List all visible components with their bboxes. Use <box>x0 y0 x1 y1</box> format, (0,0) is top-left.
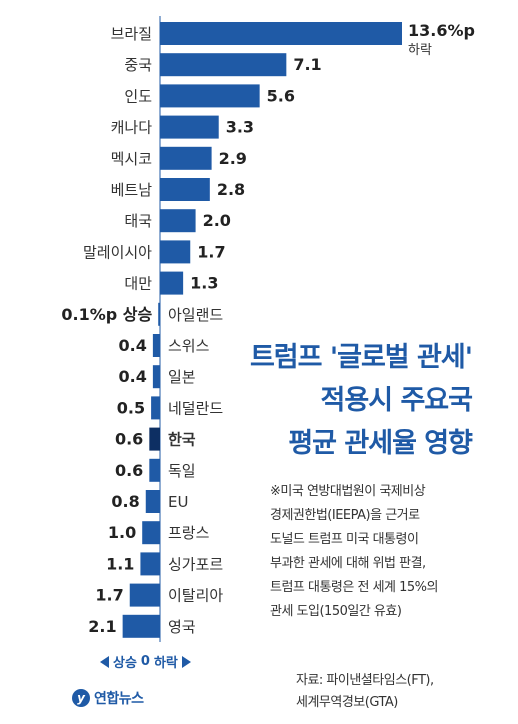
value-label: 0.4 <box>119 367 147 386</box>
value-label: 2.0 <box>203 211 231 230</box>
title-line-2: 적용시 주요국 <box>320 385 473 416</box>
category-label: 베트남 <box>111 181 153 199</box>
value-label: 0.5 <box>117 398 145 417</box>
bar <box>160 22 402 45</box>
value-label: 5.6 <box>267 86 295 105</box>
footnote-line: 도널드 트럼프 미국 대통령이 <box>270 532 419 547</box>
footnote-line: 트럼프 대통령은 전 세계 15%의 <box>270 580 438 595</box>
logo-mark-icon: y <box>72 689 90 707</box>
category-label: 중국 <box>124 56 152 74</box>
value-label: 2.8 <box>217 180 245 199</box>
footnote-line: 경제권한법(IEEPA)을 근거로 <box>270 508 420 523</box>
category-label: 네덜란드 <box>168 399 223 417</box>
bar <box>129 583 160 607</box>
value-label: 0.6 <box>115 461 143 480</box>
value-label: 2.9 <box>219 149 247 168</box>
value-label: 7.1 <box>293 55 321 74</box>
bar <box>160 53 287 77</box>
direction-legend: 상승 0 하락 <box>100 652 191 671</box>
category-label: 캐나다 <box>111 119 153 137</box>
value-label: 0.8 <box>111 492 139 511</box>
category-label: 영국 <box>168 618 196 636</box>
bar <box>152 365 160 389</box>
yonhap-logo: y 연합뉴스 <box>72 688 144 708</box>
value-sublabel: 하락 <box>408 43 432 58</box>
value-label: 0.6 <box>115 430 143 449</box>
title-line-3: 평균 관세율 영향 <box>288 428 473 459</box>
bar <box>160 209 196 233</box>
bar <box>145 490 160 513</box>
bar <box>158 302 160 326</box>
bar <box>160 84 260 108</box>
source-line: 세계무역경보(GTA) <box>296 695 398 710</box>
value-label: 1.1 <box>106 554 134 573</box>
legend-zero-label: 0 <box>140 654 150 669</box>
bar <box>122 614 160 638</box>
value-label: 1.7 <box>197 242 225 261</box>
category-label: 독일 <box>168 462 196 480</box>
value-label: 3.3 <box>226 118 254 137</box>
bar <box>151 396 160 420</box>
bar <box>160 115 219 139</box>
value-label: 1.0 <box>108 523 136 542</box>
source: 자료: 파이낸셜타임스(FT), 세계무역경보(GTA) <box>296 670 434 714</box>
category-label: 아일랜드 <box>168 306 223 324</box>
bar <box>152 334 160 357</box>
bar <box>160 271 184 295</box>
bar <box>160 178 210 201</box>
footnote: ※미국 연방대법원이 국제비상 경제권한법(IEEPA)을 근거로 도널드 트럼… <box>270 480 502 624</box>
category-label: 말레이시아 <box>83 243 152 261</box>
category-label: 브라질 <box>111 25 152 43</box>
left-arrow-icon <box>100 655 109 668</box>
category-label: EU <box>168 493 188 511</box>
value-label: 0.4 <box>119 336 147 355</box>
value-label: 1.7 <box>95 586 123 605</box>
value-label: 0.1%p 상승 <box>61 305 152 324</box>
footnote-line: 부과한 관세에 대해 위법 판결, <box>270 556 426 571</box>
bar <box>160 240 191 264</box>
right-arrow-icon <box>181 655 191 668</box>
legend-down-label: 하락 <box>153 656 178 671</box>
category-label: 멕시코 <box>111 150 152 168</box>
logo-text: 연합뉴스 <box>94 691 144 707</box>
bar <box>149 458 160 482</box>
category-label: 싱가포르 <box>168 555 223 573</box>
category-label: 스위스 <box>168 337 210 355</box>
value-label: 2.1 <box>88 617 116 636</box>
value-label: 1.3 <box>190 274 218 293</box>
category-label: 대만 <box>124 275 152 293</box>
footnote-line: ※미국 연방대법원이 국제비상 <box>270 484 426 499</box>
bar <box>149 427 160 451</box>
category-label: 한국 <box>168 431 196 449</box>
category-label: 이탈리아 <box>168 587 223 605</box>
category-label: 프랑스 <box>168 524 210 542</box>
bar <box>142 521 160 545</box>
value-label: 13.6%p <box>408 21 475 40</box>
legend-up-label: 상승 <box>113 656 137 671</box>
chart-title: 트럼프 '글로벌 관세' 적용시 주요국 평균 관세율 영향 <box>249 336 473 465</box>
category-label: 인도 <box>124 87 152 105</box>
category-label: 태국 <box>124 212 152 230</box>
bar <box>140 552 160 576</box>
category-label: 일본 <box>168 368 196 386</box>
source-line: 자료: 파이낸셜타임스(FT), <box>296 673 434 688</box>
bar <box>160 146 212 170</box>
title-line-1: 트럼프 '글로벌 관세' <box>249 342 473 373</box>
footnote-line: 관세 도입(150일간 유효) <box>270 604 402 619</box>
